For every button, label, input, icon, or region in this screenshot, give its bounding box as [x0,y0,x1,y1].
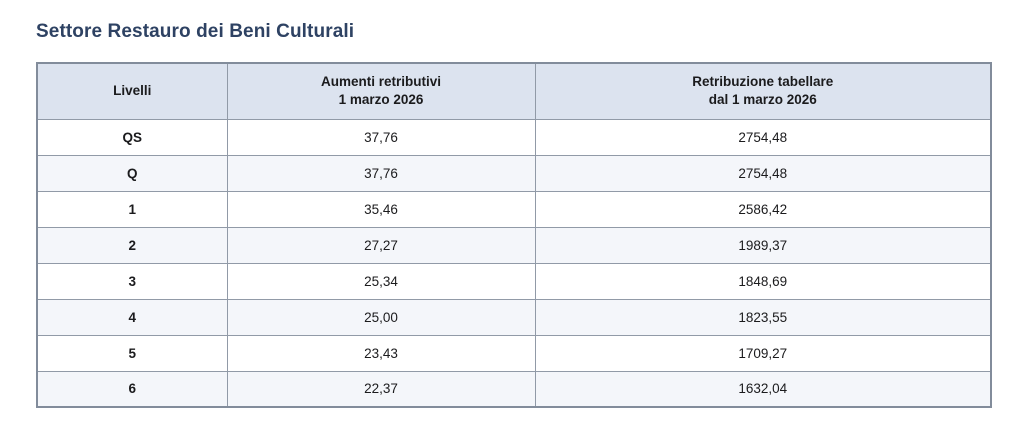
retribuzione-cell: 2754,48 [534,154,992,192]
level-cell: 6 [36,370,228,408]
aumento-cell: 35,46 [226,190,536,228]
header-cell-livelli: Livelli [36,62,228,120]
aumento-cell: 23,43 [226,334,536,372]
table-row-q: Q 37,76 2754,48 [36,154,992,192]
retribuzione-cell: 1848,69 [534,262,992,300]
level-cell: 4 [36,298,228,336]
level-cell: Q [36,154,228,192]
retribuzione-cell: 2586,42 [534,190,992,228]
table-row-6: 6 22,37 1632,04 [36,370,992,408]
header-cell-retribuzione: Retribuzione tabellare dal 1 marzo 2026 [534,62,992,120]
table-row-3: 3 25,34 1848,69 [36,262,992,300]
retribuzione-cell: 1709,27 [534,334,992,372]
level-cell: 5 [36,334,228,372]
level-cell: 1 [36,190,228,228]
aumento-cell: 37,76 [226,118,536,156]
aumento-cell: 27,27 [226,226,536,264]
aumento-cell: 37,76 [226,154,536,192]
level-cell: 3 [36,262,228,300]
table-row-1: 1 35,46 2586,42 [36,190,992,228]
header-cell-aumenti: Aumenti retributivi 1 marzo 2026 [226,62,536,120]
aumento-cell: 25,00 [226,298,536,336]
retribuzione-cell: 1823,55 [534,298,992,336]
table-row-5: 5 23,43 1709,27 [36,334,992,372]
aumento-cell: 22,37 [226,370,536,408]
retribuzione-cell: 1632,04 [534,370,992,408]
level-cell: QS [36,118,228,156]
aumento-cell: 25,34 [226,262,536,300]
page: Settore Restauro dei Beni Culturali Live… [36,21,992,408]
table-row-2: 2 27,27 1989,37 [36,226,992,264]
level-cell: 2 [36,226,228,264]
retribuzione-cell: 2754,48 [534,118,992,156]
table-row-4: 4 25,00 1823,55 [36,298,992,336]
salary-table: Livelli Aumenti retributivi 1 marzo 2026… [36,62,992,408]
table-row-qs: QS 37,76 2754,48 [36,118,992,156]
retribuzione-cell: 1989,37 [534,226,992,264]
table-header-row: Livelli Aumenti retributivi 1 marzo 2026… [36,62,992,120]
page-title: Settore Restauro dei Beni Culturali [36,21,355,42]
